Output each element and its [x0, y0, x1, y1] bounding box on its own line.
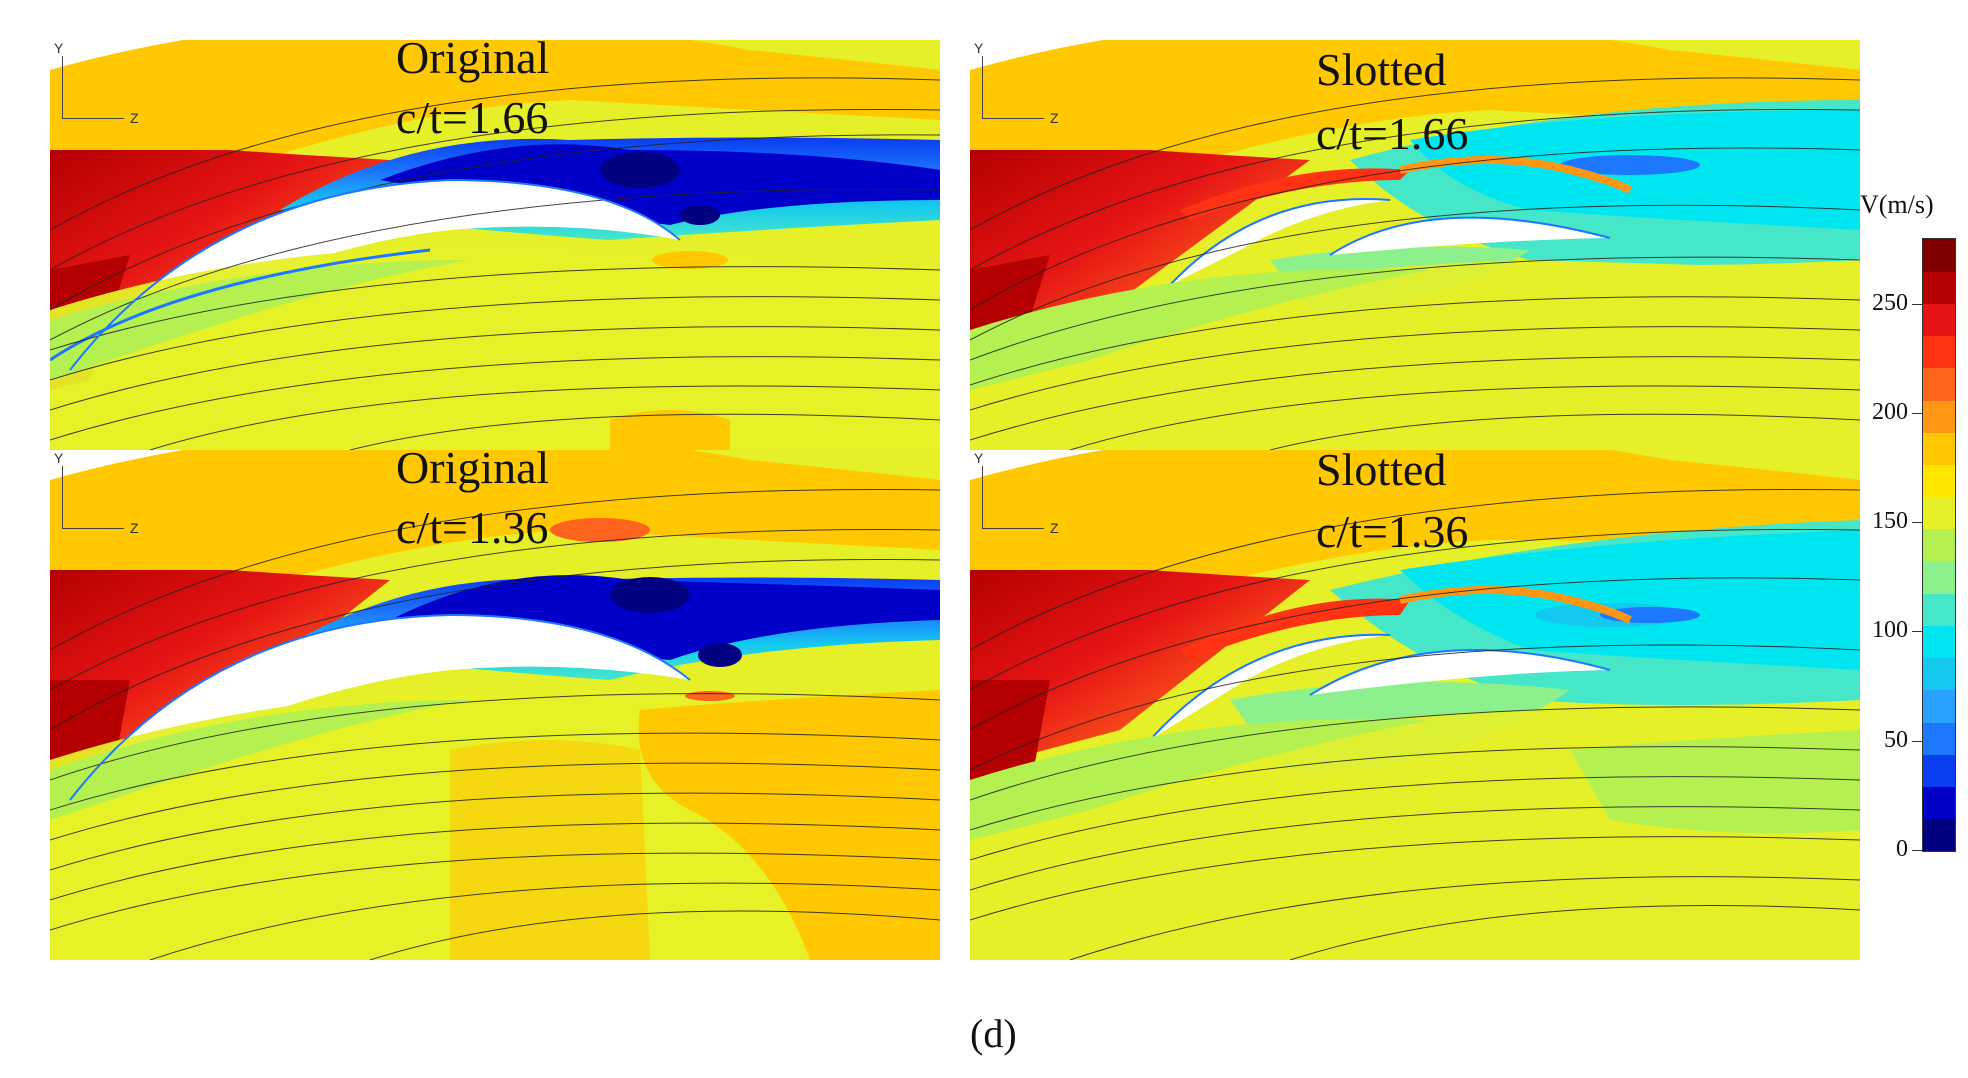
y-axis-line — [982, 466, 983, 528]
colorbar-segment — [1923, 722, 1955, 755]
velocity-contour-original-1-36 — [50, 450, 940, 960]
z-axis-label: Z — [1050, 110, 1059, 126]
axis-triad: Y Z — [50, 40, 140, 130]
z-axis-line — [62, 528, 124, 529]
colorbar-segment — [1923, 239, 1955, 272]
y-axis-label: Y — [974, 450, 984, 466]
y-axis-line — [62, 466, 63, 528]
colorbar-segment — [1923, 432, 1955, 465]
panel-original-1-66: Y Z Original c/t=1.66 — [50, 40, 940, 450]
axis-triad: Y Z — [970, 40, 1060, 130]
y-axis-line — [62, 56, 63, 118]
y-axis-line — [982, 56, 983, 118]
colorbar-tick-label: 150 — [1872, 508, 1908, 535]
colorbar-segment — [1923, 754, 1955, 788]
panel-title: Original — [396, 450, 550, 493]
colorbar-segment — [1923, 689, 1955, 723]
z-axis-line — [982, 118, 1044, 119]
colorbar-tick-label: 100 — [1872, 617, 1908, 644]
colorbar-segment — [1923, 786, 1955, 820]
panel-slotted-1-66: Y Z Slotted c/t=1.66 — [970, 40, 1860, 450]
axis-triad: Y Z — [970, 450, 1060, 540]
panel-title: Slotted — [1316, 44, 1447, 95]
colorbar-segment — [1923, 464, 1955, 498]
z-axis-label: Z — [130, 110, 139, 126]
colorbar-segment — [1923, 303, 1955, 337]
panel-title: Original — [396, 40, 550, 83]
panel-title: Slotted — [1316, 450, 1447, 495]
y-axis-label: Y — [54, 450, 64, 466]
colorbar-tick-label: 200 — [1872, 398, 1908, 425]
colorbar — [1922, 238, 1956, 852]
colorbar-tick — [1912, 412, 1922, 414]
colorbar-segment — [1923, 400, 1955, 433]
y-axis-label: Y — [974, 40, 984, 56]
colorbar-segment — [1923, 593, 1955, 627]
colorbar-segment — [1923, 496, 1955, 530]
figure-label: (d) — [970, 1011, 1017, 1056]
colorbar-segment — [1923, 271, 1955, 304]
colorbar-segment — [1923, 818, 1955, 852]
colorbar-tick — [1912, 303, 1922, 305]
colorbar-segment — [1923, 657, 1955, 691]
colorbar-segment — [1923, 625, 1955, 659]
colorbar-tick-label: 50 — [1884, 726, 1908, 753]
panel-ratio: c/t=1.36 — [1316, 506, 1469, 557]
colorbar-tick-label: 0 — [1896, 836, 1908, 862]
colorbar-tick — [1912, 522, 1922, 524]
panel-ratio: c/t=1.66 — [396, 92, 549, 143]
colorbar-segment — [1923, 367, 1955, 401]
z-axis-line — [982, 528, 1044, 529]
y-axis-label: Y — [54, 40, 64, 56]
colorbar-tick — [1912, 740, 1922, 742]
colorbar-segment — [1923, 561, 1955, 594]
panel-slotted-1-36: Y Z Slotted c/t=1.36 — [970, 450, 1860, 960]
velocity-contour-slotted-1-66 — [970, 40, 1860, 450]
velocity-contour-original-1-66 — [50, 40, 940, 450]
velocity-contour-slotted-1-36 — [970, 450, 1860, 960]
panel-ratio: c/t=1.36 — [396, 502, 549, 553]
colorbar-segment — [1923, 335, 1955, 369]
panel-ratio: c/t=1.66 — [1316, 108, 1469, 159]
panel-original-1-36: Y Z Original c/t=1.36 — [50, 450, 940, 960]
colorbar-segment — [1923, 528, 1955, 562]
colorbar-title: V(m/s) — [1860, 190, 1934, 219]
colorbar-tick — [1912, 631, 1922, 633]
axis-triad: Y Z — [50, 450, 140, 540]
z-axis-line — [62, 118, 124, 119]
z-axis-label: Z — [1050, 520, 1059, 536]
z-axis-label: Z — [130, 520, 139, 536]
colorbar-tick-label: 250 — [1872, 289, 1908, 316]
colorbar-tick — [1912, 850, 1922, 851]
